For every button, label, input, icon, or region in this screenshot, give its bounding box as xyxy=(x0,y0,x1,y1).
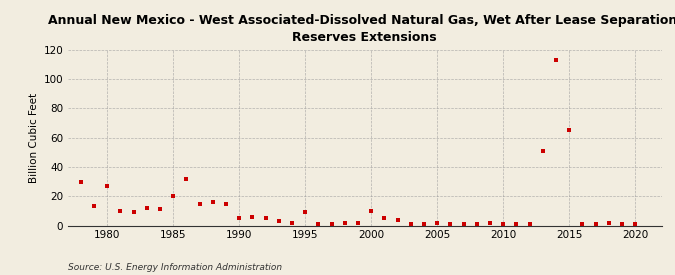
Y-axis label: Billion Cubic Feet: Billion Cubic Feet xyxy=(30,92,39,183)
Title: Annual New Mexico - West Associated-Dissolved Natural Gas, Wet After Lease Separ: Annual New Mexico - West Associated-Diss… xyxy=(47,14,675,44)
Text: Source: U.S. Energy Information Administration: Source: U.S. Energy Information Administ… xyxy=(68,263,281,272)
